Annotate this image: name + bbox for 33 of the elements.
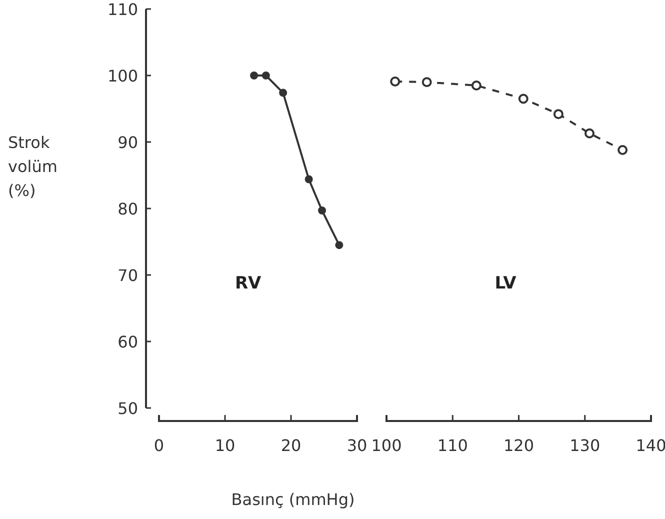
text: LV: [494, 273, 518, 294]
y-tick-label: 60: [118, 332, 138, 352]
x-tick-label: 120: [503, 436, 534, 455]
point: [279, 88, 288, 97]
point: [335, 241, 344, 250]
x-tick-label: 140: [636, 436, 665, 455]
point: [318, 206, 326, 214]
x-tick-label: 0: [154, 436, 164, 455]
x-axis-title: Basınç (mmHg): [231, 490, 355, 509]
x-tick-label: 10: [214, 436, 236, 455]
x-tick-label: 30: [346, 436, 368, 455]
y-tick-label: 110: [107, 0, 138, 19]
point: [618, 144, 628, 155]
y-tick-label: 50: [118, 399, 138, 418]
point: [390, 76, 400, 86]
y-tick-label: 90: [118, 133, 138, 152]
point: [262, 72, 270, 80]
x-tick-label: 100: [371, 436, 402, 455]
point: [553, 109, 564, 120]
y-axis-title: Strok volüm (%): [8, 133, 58, 200]
point: [250, 72, 258, 80]
y-tick-label: 80: [118, 200, 138, 218]
y-tick-label: 100: [107, 66, 138, 86]
text: RV: [234, 273, 262, 294]
point: [304, 175, 313, 184]
point: [471, 80, 482, 90]
point: [584, 128, 595, 138]
point: [518, 94, 528, 104]
x-tick-label: 20: [280, 436, 302, 455]
x-tick-label: 110: [437, 436, 468, 455]
point: [422, 77, 432, 88]
x-tick-label: 130: [570, 436, 600, 455]
y-tick-label: 70: [118, 266, 138, 285]
